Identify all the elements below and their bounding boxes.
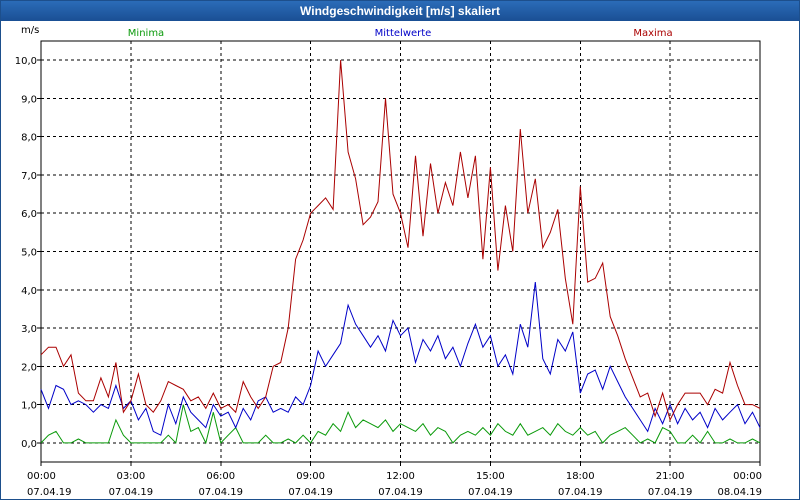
x-tick-label-date: 07.04.19 xyxy=(109,487,154,498)
axes: 0,0 1,0 2,0 3,0 4,0 5,0 6,0 7,0 8,0 9,0 10,0 00:00 0… xyxy=(15,25,762,498)
y-tick-label: 7,0 xyxy=(21,171,37,182)
x-tick-label-time: 21:00 xyxy=(656,471,685,482)
plot-border xyxy=(40,40,761,463)
x-tick-label-date: 07.04.19 xyxy=(27,487,72,498)
y-tick-label: 10,0 xyxy=(15,56,37,67)
y-tick-label: 4,0 xyxy=(21,286,37,297)
legend: Minima Mittelwerte Maxima xyxy=(128,28,673,39)
y-tick-label: 5,0 xyxy=(21,248,37,259)
window-title: Windgeschwindigkeit [m/s] skaliert xyxy=(1,1,799,21)
y-tick-label: 2,0 xyxy=(21,362,37,373)
x-tick-label-time: 15:00 xyxy=(476,471,505,482)
y-tick-label: 1,0 xyxy=(21,401,37,412)
legend-entry-minima: Minima xyxy=(128,28,164,39)
x-tick-label-time: 06:00 xyxy=(206,471,235,482)
x-tick-label-date: 07.04.19 xyxy=(558,487,603,498)
series-line-mittelwerte xyxy=(40,282,761,436)
x-tick-label-date: 07.04.19 xyxy=(468,487,513,498)
y-tick-label: 6,0 xyxy=(21,209,37,220)
x-tick-label-time: 18:00 xyxy=(566,471,595,482)
grid xyxy=(41,41,760,462)
x-tick-label-time: 12:00 xyxy=(386,471,415,482)
x-tick-label-date: 07.04.19 xyxy=(198,487,243,498)
x-tick-label-time: 09:00 xyxy=(296,471,325,482)
series-line-minima xyxy=(40,404,761,445)
y-axis-label: m/s xyxy=(21,25,39,36)
legend-entry-maxima: Maxima xyxy=(633,28,672,39)
y-tick-label: 8,0 xyxy=(21,133,37,144)
x-tick-label-date: 08.04.19 xyxy=(717,487,762,498)
x-tick-label-date: 07.04.19 xyxy=(648,487,693,498)
series-line-maxima xyxy=(40,60,761,422)
x-tick-label-time: 00:00 xyxy=(27,471,56,482)
legend-entry-mittelwerte: Mittelwerte xyxy=(375,28,432,39)
y-tick-label: 9,0 xyxy=(21,94,37,105)
x-tick-label-date: 07.04.19 xyxy=(378,487,423,498)
series-lines xyxy=(40,60,761,445)
y-tick-label: 0,0 xyxy=(21,439,37,450)
y-tick-label: 3,0 xyxy=(21,324,37,335)
x-tick-label-time: 00:00 xyxy=(733,471,762,482)
x-tick-label-date: 07.04.19 xyxy=(288,487,333,498)
x-tick-label-time: 03:00 xyxy=(116,471,145,482)
